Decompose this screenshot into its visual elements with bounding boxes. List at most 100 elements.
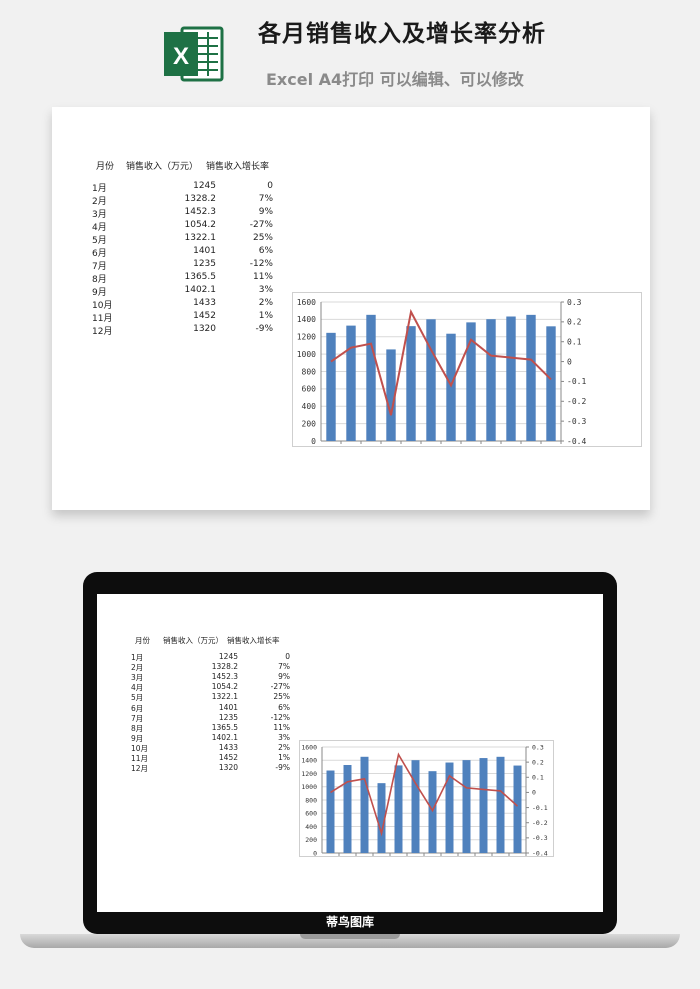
table-cell-rate: -27% xyxy=(249,220,273,230)
y-left-tick-label: 600 xyxy=(305,810,317,818)
y-left-tick-label: 1400 xyxy=(297,315,316,324)
bar-8月 xyxy=(466,322,476,441)
bar-6月 xyxy=(411,760,420,853)
table-cell-revenue: 1328.2 xyxy=(211,662,238,672)
bar-1月 xyxy=(326,332,336,441)
y-right-tick-label: -0.3 xyxy=(532,834,548,842)
y-right-tick-label: 0.3 xyxy=(567,298,582,307)
table-cell-month: 7月 xyxy=(92,262,107,272)
table-cell-revenue: 1322.1 xyxy=(184,233,217,243)
table-cell-rate: 2% xyxy=(278,742,290,752)
table-cell-rate: 3% xyxy=(278,732,290,742)
y-right-tick-label: 0.2 xyxy=(532,758,544,766)
table-cell-month: 6月 xyxy=(131,703,144,713)
y-right-tick-label: -0.3 xyxy=(567,417,586,426)
table-cell-rate: 25% xyxy=(252,233,273,243)
table-cell-revenue: 1452 xyxy=(218,753,238,762)
table-cell-month: 10月 xyxy=(131,743,149,753)
table-cell-revenue: 1320 xyxy=(193,324,216,334)
table-header-revenue: 销售收入（万元） xyxy=(126,162,199,172)
table-cell-revenue: 1322.1 xyxy=(211,692,238,702)
y-left-tick-label: 1200 xyxy=(301,770,317,778)
table-cell-rate: 1% xyxy=(278,753,290,762)
table-cell-rate: 9% xyxy=(258,207,273,217)
y-right-tick-label: -0.2 xyxy=(532,819,548,827)
y-right-tick-label: 0 xyxy=(567,357,572,366)
y-left-tick-label: 400 xyxy=(305,823,317,831)
bar-2月 xyxy=(343,765,352,853)
table-cell-revenue: 1365.5 xyxy=(184,272,217,282)
bar-8月 xyxy=(445,762,454,853)
bar-4月 xyxy=(386,349,396,441)
y-left-tick-label: 0 xyxy=(311,437,316,446)
laptop-notch xyxy=(300,934,400,939)
table-cell-revenue: 1401 xyxy=(218,702,238,712)
bar-11月 xyxy=(526,314,536,441)
y-left-tick-label: 1000 xyxy=(301,783,317,791)
excel-logo-letter: X xyxy=(173,43,189,70)
table-cell-month: 5月 xyxy=(92,236,107,246)
y-left-tick-label: 600 xyxy=(302,385,317,394)
y-right-tick-label: 0 xyxy=(532,789,536,797)
y-left-tick-label: 400 xyxy=(302,402,317,411)
table-cell-month: 9月 xyxy=(131,733,144,743)
table-cell-revenue: 1433 xyxy=(193,298,216,308)
y-left-tick-label: 1600 xyxy=(297,298,316,307)
bar-3月 xyxy=(366,314,376,441)
table-cell-revenue: 1402.1 xyxy=(211,732,238,742)
bar-9月 xyxy=(486,319,496,441)
bar-5月 xyxy=(394,765,403,853)
table-cell-revenue: 1433 xyxy=(218,742,238,752)
laptop-screen: 月份 销售收入（万元） 销售收入增长率 1月 1245 0 2月 1328.2 7% 3月 1452… xyxy=(97,594,603,912)
bar-11月 xyxy=(496,756,505,853)
table-cell-month: 10月 xyxy=(92,301,113,311)
table-cell-rate: -9% xyxy=(275,763,290,773)
y-right-tick-label: -0.4 xyxy=(532,849,548,856)
table-cell-revenue: 1235 xyxy=(193,259,216,269)
table-cell-month: 8月 xyxy=(131,723,144,733)
table-cell-revenue: 1328.2 xyxy=(184,194,217,204)
table-cell-rate: -27% xyxy=(270,682,290,692)
table-cell-rate: 7% xyxy=(278,662,290,672)
y-right-tick-label: -0.4 xyxy=(567,437,586,446)
table-header-rate: 销售收入增长率 xyxy=(227,636,280,645)
y-left-tick-label: 800 xyxy=(305,796,317,804)
spreadsheet-preview: 月份 销售收入（万元） 销售收入增长率 1月 1245 0 2月 1328.2 7% 3月 1452… xyxy=(52,107,650,510)
table-cell-month: 1月 xyxy=(92,184,107,194)
table-cell-month: 4月 xyxy=(92,223,107,233)
page-subtitle: Excel A4打印 可以编辑、可以修改 xyxy=(266,70,524,89)
laptop-brand: 蒂鸟图库 xyxy=(325,915,374,929)
chart-svg: 1600 1400 1200 1000 800 600 400 200 0 0.3 0.2 0.1 0 -… xyxy=(301,743,548,856)
table-cell-rate: -12% xyxy=(270,712,290,722)
chart-svg: 1600 1400 1200 1000 800 600 400 200 0 0.3 0.2 0.1 0 -… xyxy=(297,298,587,446)
table-header-revenue: 销售收入（万元） xyxy=(163,636,223,645)
table-cell-rate: 11% xyxy=(273,722,290,732)
laptop-base xyxy=(20,934,680,948)
bar-4月 xyxy=(377,783,386,853)
table-cell-month: 1月 xyxy=(131,653,144,662)
table-cell-rate: 1% xyxy=(258,311,273,321)
combo-chart: 1600 1400 1200 1000 800 600 400 200 0 0.3 0.2 0.1 0 -… xyxy=(292,292,642,447)
y-left-tick-label: 200 xyxy=(302,419,317,428)
table-cell-month: 3月 xyxy=(92,210,107,220)
bar-10月 xyxy=(506,316,516,441)
table-cell-revenue: 1054.2 xyxy=(184,220,217,230)
page-header: X 各月销售收入及增长率分析 Excel A4打印 可以编辑、可以修改 xyxy=(0,0,700,100)
table-cell-revenue: 1452 xyxy=(193,311,216,321)
table-cell-revenue: 1235 xyxy=(218,712,238,722)
table-cell-rate: -12% xyxy=(249,259,273,269)
bar-5月 xyxy=(406,326,416,441)
table-cell-rate: 3% xyxy=(258,285,273,295)
bar-2月 xyxy=(346,325,356,441)
table-cell-rate: -9% xyxy=(255,324,273,334)
table-cell-revenue: 1245 xyxy=(218,652,238,661)
y-left-tick-label: 1600 xyxy=(301,743,317,751)
y-left-tick-label: 1200 xyxy=(297,333,316,342)
table-cell-rate: 6% xyxy=(258,246,273,256)
y-right-tick-label: 0.1 xyxy=(532,774,544,782)
table-cell-month: 12月 xyxy=(92,327,113,337)
table-cell-revenue: 1320 xyxy=(218,763,238,773)
table-header-rate: 销售收入增长率 xyxy=(206,162,270,172)
y-left-tick-label: 800 xyxy=(302,367,317,376)
table-cell-month: 9月 xyxy=(92,288,107,298)
